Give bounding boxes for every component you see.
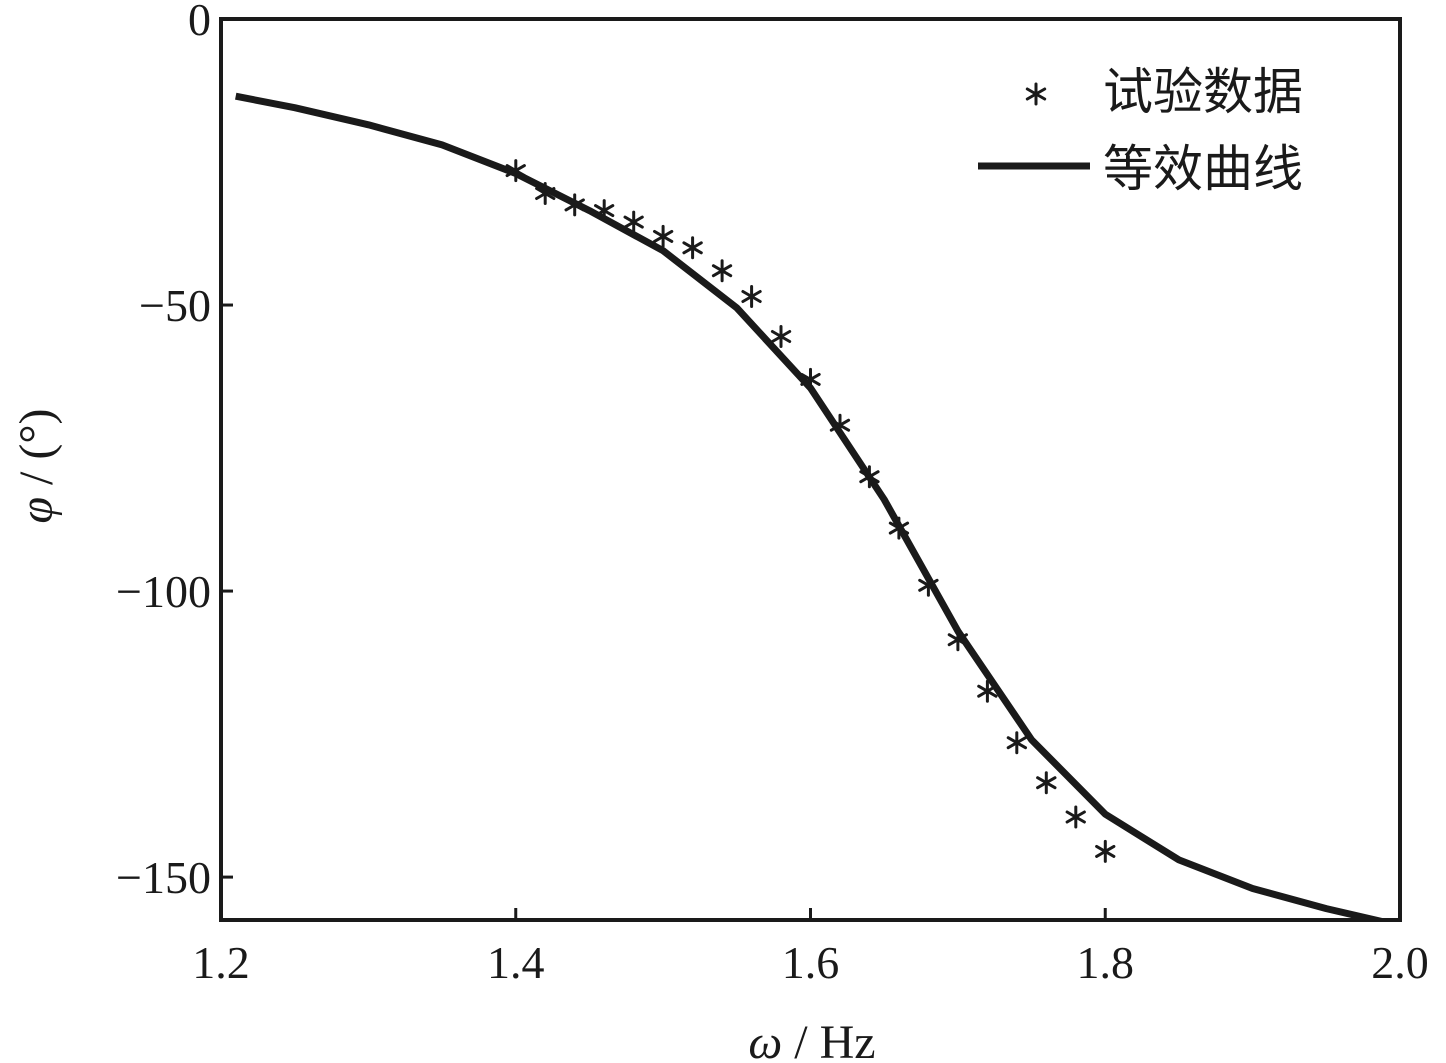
data-point-test-data: [1006, 731, 1027, 755]
y-tick-label: −50: [139, 280, 211, 331]
data-point-test-data: [947, 628, 968, 652]
y-tick-label: 0: [188, 0, 211, 45]
data-point-test-data: [1065, 805, 1086, 829]
x-tick-label: 1.6: [782, 937, 840, 988]
x-tick-label: 1.8: [1077, 937, 1135, 988]
legend-label-equivalent-curve: 等效曲线: [1103, 140, 1303, 198]
data-point-test-data: [918, 573, 939, 597]
data-point-test-data: [594, 199, 615, 223]
data-point-test-data: [1036, 771, 1057, 795]
y-tick-label: −100: [116, 566, 211, 617]
series-line-equivalent-curve: [235, 92, 1391, 920]
data-point-test-data: [653, 224, 674, 248]
legend-label-test-data: 试验数据: [1103, 63, 1303, 121]
data-point-test-data: [888, 516, 910, 540]
data-point-test-data: [505, 159, 526, 183]
y-axis-title: φ / (°): [10, 408, 63, 523]
legend-item-test-data: 试验数据: [1025, 63, 1303, 121]
data-point-test-data: [564, 193, 585, 217]
x-tick-label: 1.4: [487, 937, 545, 988]
data-point-test-data: [711, 259, 733, 283]
data-point-test-data: [800, 367, 821, 391]
data-point-test-data: [535, 182, 556, 205]
x-tick-label: 1.2: [192, 937, 250, 988]
y-tick-label: −150: [116, 852, 211, 903]
axes: 1.2 1.4 1.6 1.8 2.0 0 −50 −100 −150: [116, 0, 1429, 988]
data-point-test-data: [1095, 839, 1116, 863]
x-axis-title: ω / Hz: [748, 1016, 875, 1063]
legend: 试验数据 等效曲线: [978, 63, 1303, 198]
data-point-test-data: [770, 325, 792, 348]
plot-area: [235, 92, 1391, 920]
x-tick-label: 2.0: [1371, 937, 1429, 988]
data-point-test-data: [741, 285, 762, 308]
data-point-test-data: [829, 413, 851, 437]
data-point-test-data: [859, 465, 880, 489]
data-point-test-data: [682, 236, 703, 260]
legend-asterisk-marker: [1025, 82, 1047, 106]
legend-item-equivalent-curve: 等效曲线: [978, 140, 1303, 198]
data-point-test-data: [977, 679, 998, 703]
legend-asterisk-glyph: [1025, 82, 1047, 106]
data-point-test-data: [623, 210, 644, 234]
